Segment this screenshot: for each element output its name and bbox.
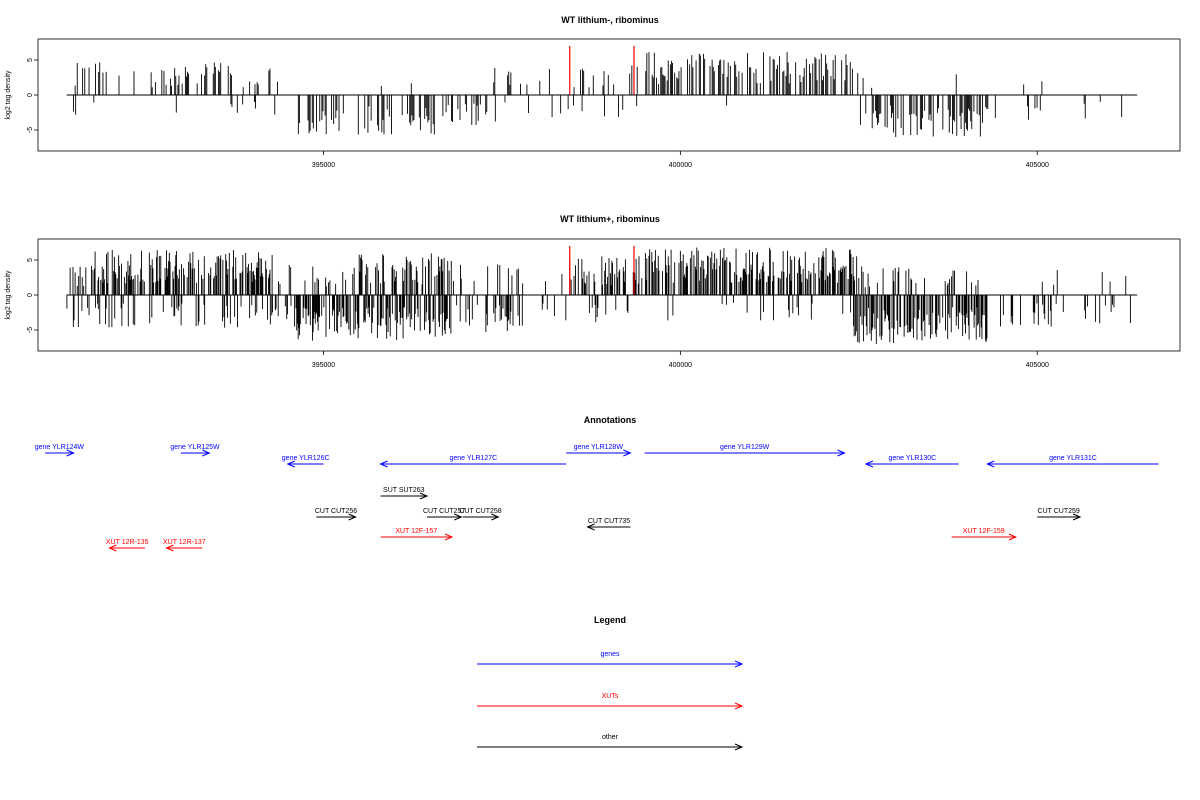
annotation-gene: gene YLR124W — [35, 444, 85, 457]
density-panel-lithium-plus: WT lithium+, ribominus log2 tag density … — [5, 214, 1181, 369]
arrowhead — [623, 449, 632, 457]
density-panel-lithium-minus: WT lithium-, ribominus log2 tag density … — [5, 15, 1181, 169]
annotation-label: CUT CUT256 — [315, 508, 357, 515]
annotation-label: gene YLR131C — [1049, 455, 1097, 462]
x-tick-label: 400000 — [669, 162, 692, 169]
legend-label: XUTs — [602, 693, 619, 700]
annotation-gene: gene YLR125W — [170, 444, 220, 457]
annotation-label: XUT 12F-159 — [963, 528, 1005, 535]
annotation-gene: gene YLR126C — [282, 455, 330, 468]
annotation-label: XUT 12R-137 — [163, 539, 206, 546]
arrowhead — [444, 533, 454, 541]
density-bars — [66, 247, 1131, 344]
arrowhead — [348, 513, 357, 521]
arrowhead — [734, 660, 744, 668]
annotation-gene: gene YLR127C — [379, 455, 567, 468]
arrowhead — [66, 449, 75, 457]
arrowhead — [837, 449, 846, 457]
annotation-other: CUT CUT256 — [315, 508, 357, 521]
annotation-label: gene YLR128W — [574, 444, 624, 451]
annotation-label: SUT SUT263 — [383, 487, 425, 494]
annotation-other: CUT CUT259 — [1037, 508, 1082, 521]
annotation-xut: XUT 12R-135 — [106, 539, 149, 552]
legend-item-xut: XUTs — [477, 693, 744, 710]
arrowhead — [202, 449, 211, 457]
arrowhead — [491, 513, 500, 521]
y-axis: -5 0 5 — [27, 258, 38, 333]
arrowhead — [864, 460, 874, 468]
x-axis: 395000 400000 405000 — [312, 351, 1049, 369]
annotation-xut: XUT 12R-137 — [163, 539, 206, 552]
x-axis: 395000 400000 405000 — [312, 151, 1049, 169]
annotation-other: CUT CUT257 — [423, 508, 465, 521]
panel-title: WT lithium+, ribominus — [560, 214, 660, 224]
annotations-track: Annotations gene YLR124W gene YLR125Wgene… — [35, 415, 1159, 552]
annotation-label: XUT 12F-157 — [395, 528, 437, 535]
legend: Legend genes XUTs other — [477, 615, 744, 751]
arrowhead — [454, 513, 463, 521]
annotation-label: XUT 12R-135 — [106, 539, 149, 546]
legend-label: other — [602, 734, 619, 741]
annotation-label: gene YLR124W — [35, 444, 85, 451]
annotation-label: gene YLR129W — [720, 444, 770, 451]
arrowhead — [986, 460, 995, 468]
x-tick-label: 395000 — [312, 362, 335, 369]
arrowhead — [1008, 533, 1018, 541]
annotation-label: gene YLR125W — [170, 444, 220, 451]
highlight-bars — [569, 46, 635, 95]
annotation-other: CUT CUT735 — [586, 518, 631, 531]
annotation-gene: gene YLR129W — [644, 444, 846, 457]
arrowhead — [734, 743, 744, 751]
annotation-label: CUT CUT257 — [423, 508, 465, 515]
annotation-label: gene YLR130C — [888, 455, 936, 462]
arrowhead — [419, 492, 429, 500]
x-tick-label: 395000 — [312, 162, 335, 169]
density-bars — [73, 52, 1123, 138]
annotation-xut: XUT 12F-157 — [380, 528, 454, 541]
legend-item-gene: genes — [477, 651, 744, 668]
panel-title: WT lithium-, ribominus — [561, 15, 659, 25]
arrowhead — [108, 544, 117, 552]
annotation-gene: gene YLR128W — [566, 444, 632, 457]
y-axis-label: log2 tag density — [5, 270, 12, 320]
y-axis: -5 0 5 — [27, 58, 38, 133]
annotation-items: gene YLR124W gene YLR125W gene YLR126C gene… — [35, 444, 1159, 552]
legend-title: Legend — [594, 615, 626, 625]
annotation-label: gene YLR127C — [450, 455, 498, 462]
arrowhead — [379, 460, 388, 468]
annotation-label: CUT CUT735 — [588, 518, 630, 525]
y-axis-label: log2 tag density — [5, 70, 12, 120]
arrowhead — [586, 523, 595, 531]
arrowhead — [165, 544, 174, 552]
annotation-label: CUT CUT258 — [459, 508, 501, 515]
x-tick-label: 400000 — [669, 362, 692, 369]
legend-label: genes — [600, 651, 620, 658]
highlight-bars — [569, 246, 635, 295]
annotation-xut: XUT 12F-159 — [951, 528, 1018, 541]
x-tick-label: 405000 — [1026, 362, 1049, 369]
arrowhead — [286, 460, 296, 468]
annotation-other: CUT CUT258 — [459, 508, 502, 521]
legend-items: genes XUTs other — [477, 651, 744, 751]
annotation-gene: gene YLR130C — [864, 455, 959, 468]
annotation-other: SUT SUT263 — [380, 487, 429, 500]
annotation-gene: gene YLR131C — [986, 455, 1159, 468]
x-tick-label: 405000 — [1026, 162, 1049, 169]
arrowhead — [1072, 513, 1082, 521]
y-tick-label: -5 — [27, 127, 34, 133]
annotation-label: gene YLR126C — [282, 455, 330, 462]
annotation-label: CUT CUT259 — [1038, 508, 1080, 515]
arrowhead — [734, 702, 744, 710]
y-tick-label: 5 — [27, 58, 34, 62]
y-tick-label: 5 — [27, 258, 34, 262]
legend-item-other: other — [477, 734, 744, 751]
annotations-title: Annotations — [584, 415, 637, 425]
y-tick-label: 0 — [27, 93, 34, 97]
y-tick-label: 0 — [27, 293, 34, 297]
y-tick-label: -5 — [27, 327, 34, 333]
